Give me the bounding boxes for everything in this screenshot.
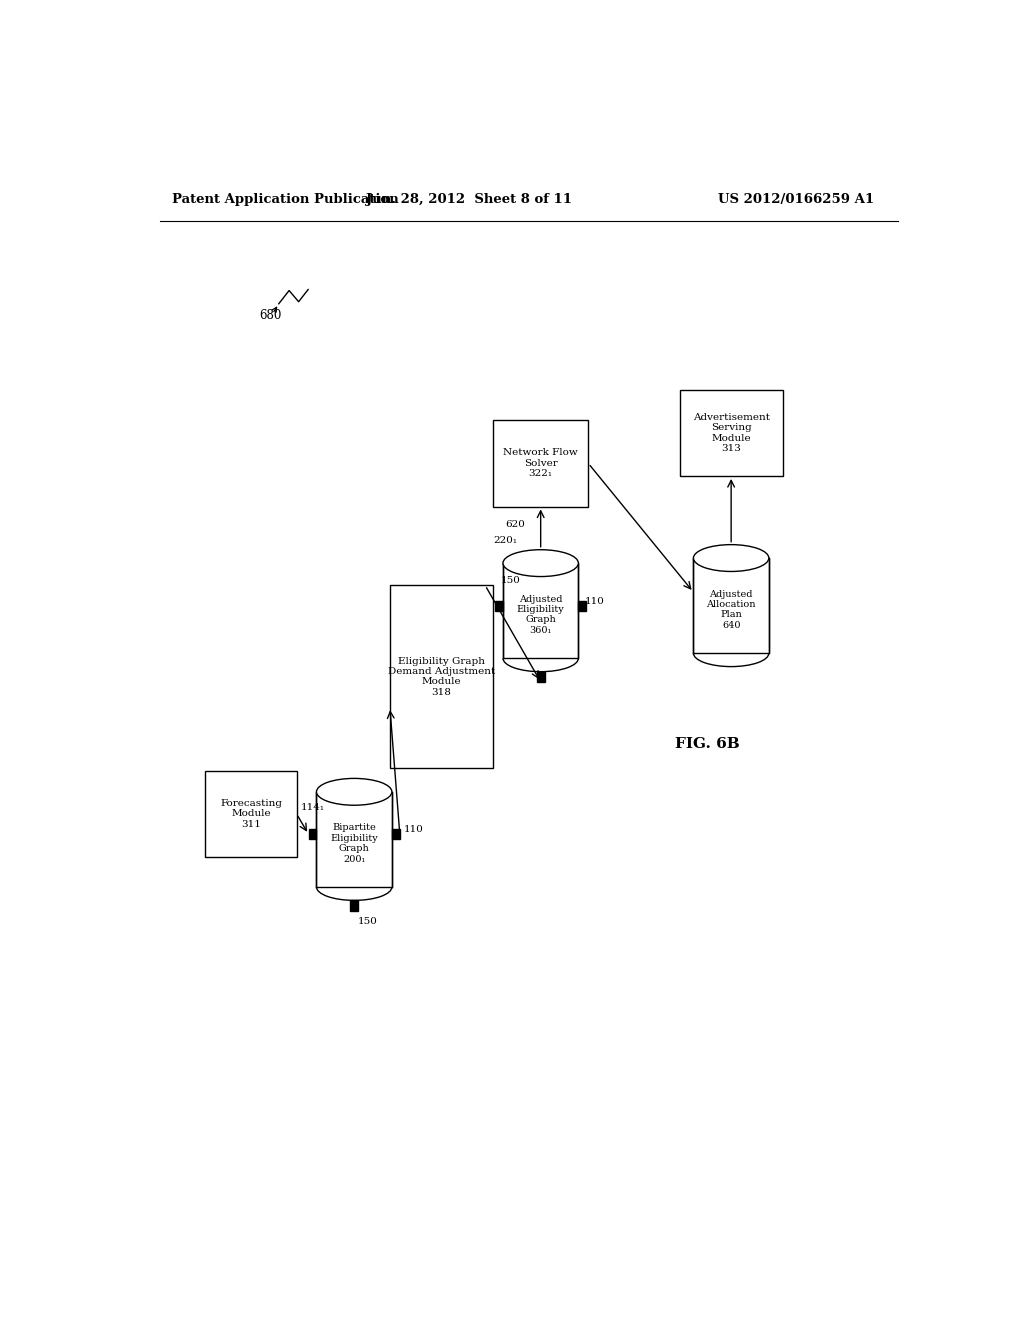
Bar	[392, 829, 399, 840]
Ellipse shape	[503, 549, 579, 577]
Text: US 2012/0166259 A1: US 2012/0166259 A1	[718, 193, 873, 206]
Text: Eligibility Graph
Demand Adjustment
Module
318: Eligibility Graph Demand Adjustment Modu…	[388, 656, 495, 697]
Bar	[680, 389, 782, 477]
Bar	[350, 900, 358, 911]
Text: 620: 620	[505, 520, 525, 529]
Text: 680: 680	[259, 309, 282, 322]
Bar	[579, 601, 587, 611]
Ellipse shape	[316, 779, 392, 805]
Text: FIG. 6B: FIG. 6B	[675, 737, 739, 751]
Bar	[495, 601, 503, 611]
Bar	[316, 792, 392, 887]
Bar	[494, 420, 589, 507]
Text: Adjusted
Eligibility
Graph
360₁: Adjusted Eligibility Graph 360₁	[517, 594, 564, 635]
Text: Patent Application Publication: Patent Application Publication	[172, 193, 398, 206]
Text: Jun. 28, 2012  Sheet 8 of 11: Jun. 28, 2012 Sheet 8 of 11	[367, 193, 572, 206]
Text: 150: 150	[358, 917, 378, 925]
Text: Advertisement
Serving
Module
313: Advertisement Serving Module 313	[692, 413, 770, 453]
Bar	[503, 564, 579, 659]
Bar	[206, 771, 297, 857]
Text: Network Flow
Solver
322₁: Network Flow Solver 322₁	[504, 449, 578, 478]
Text: Adjusted
Allocation
Plan
640: Adjusted Allocation Plan 640	[707, 590, 756, 630]
Text: 110: 110	[585, 597, 604, 606]
Text: 114₁: 114₁	[301, 803, 325, 812]
Text: 220₁: 220₁	[494, 536, 517, 545]
Text: Bipartite
Eligibility
Graph
200₁: Bipartite Eligibility Graph 200₁	[331, 824, 378, 863]
Bar	[308, 829, 316, 840]
Text: 150: 150	[501, 577, 521, 585]
Bar	[537, 672, 545, 682]
Bar	[693, 558, 769, 653]
Bar	[390, 585, 494, 768]
Text: Forecasting
Module
311: Forecasting Module 311	[220, 799, 282, 829]
Text: 110: 110	[403, 825, 424, 834]
Ellipse shape	[693, 545, 769, 572]
